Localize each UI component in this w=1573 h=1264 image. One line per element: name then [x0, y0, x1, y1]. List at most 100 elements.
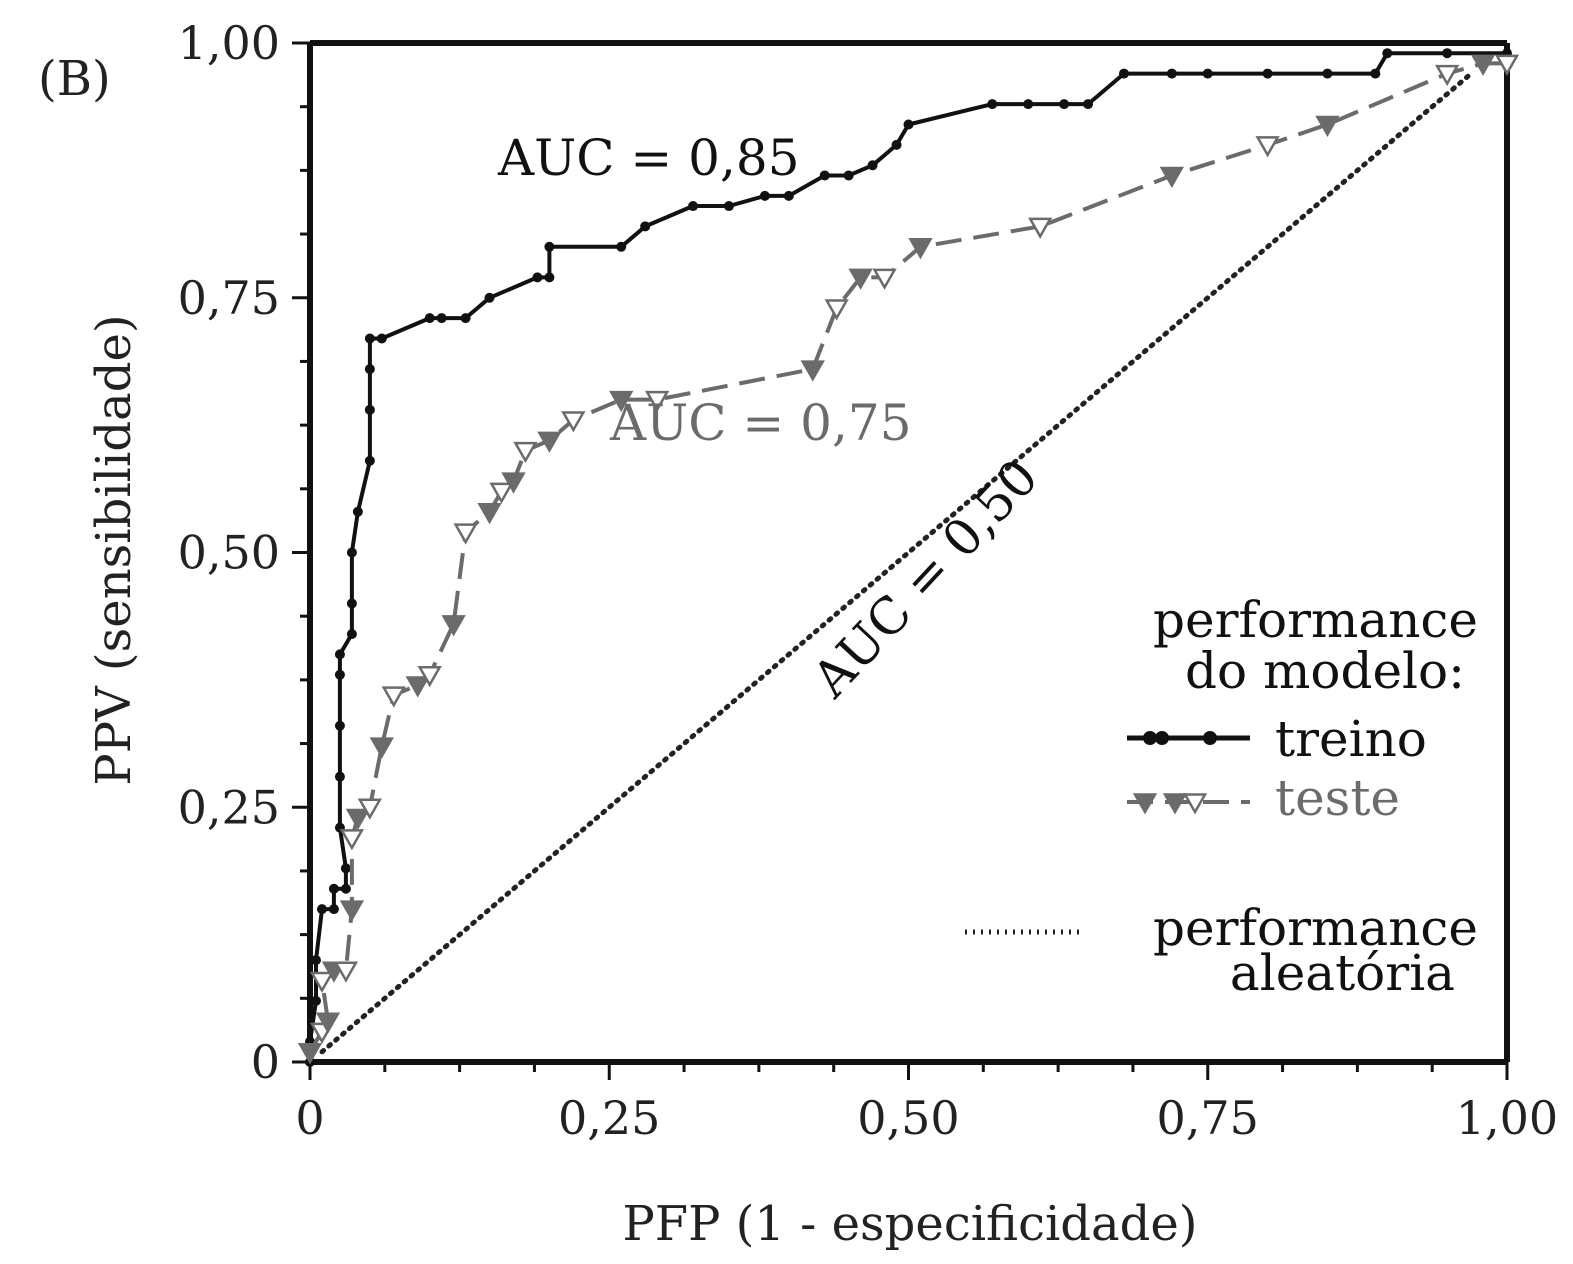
- x-tick-label: 0,50: [857, 1091, 959, 1145]
- data-point-treino: [1442, 48, 1453, 59]
- data-point-teste: [561, 411, 586, 433]
- data-point-treino: [334, 720, 345, 731]
- data-point-teste: [1470, 54, 1496, 76]
- x-tick-label: 0,25: [558, 1091, 660, 1145]
- data-point-teste: [417, 666, 442, 688]
- y-tick-label: 0: [251, 1035, 280, 1089]
- y-tick-label: 0,25: [178, 780, 280, 834]
- data-point-teste: [477, 502, 502, 525]
- y-tick-label: 0,50: [178, 526, 280, 580]
- data-point-treino: [759, 190, 770, 201]
- data-point-treino: [310, 995, 321, 1006]
- data-point-treino: [1382, 48, 1393, 59]
- data-point-treino: [334, 649, 345, 660]
- data-point-treino: [1083, 99, 1094, 110]
- data-point-teste: [339, 829, 365, 851]
- data-point-treino: [640, 221, 651, 232]
- data-point-treino: [544, 241, 555, 252]
- data-point-teste: [1255, 136, 1280, 158]
- data-point-treino: [1023, 99, 1034, 110]
- data-point-treino: [346, 629, 357, 640]
- auc-label-teste: AUC = 0,75: [609, 394, 912, 452]
- data-point-treino: [1166, 68, 1177, 79]
- data-point-treino: [334, 669, 345, 680]
- data-point-teste: [644, 390, 670, 413]
- data-point-treino: [460, 313, 471, 324]
- data-point-teste: [333, 961, 359, 983]
- data-point-treino: [334, 771, 345, 782]
- data-point-teste: [609, 390, 634, 413]
- data-point-treino: [867, 160, 878, 171]
- legend-marker-treino: [1155, 731, 1169, 745]
- legend-label-teste: teste: [1275, 769, 1400, 827]
- data-point-teste: [405, 676, 430, 698]
- data-point-treino: [843, 170, 854, 181]
- data-point-treino: [364, 364, 375, 375]
- data-point-teste: [501, 472, 526, 494]
- data-point-treino: [1370, 68, 1381, 79]
- data-point-teste: [441, 615, 466, 637]
- data-point-teste: [1028, 217, 1053, 239]
- data-point-treino: [340, 863, 351, 874]
- data-point-treino: [436, 313, 447, 324]
- data-point-treino: [424, 313, 435, 324]
- axis-ticks: 0 0,25 0,50 0,75 1,00 0 0,25 0,50 0,75 1,00: [178, 16, 1559, 1145]
- data-point-teste: [315, 1012, 341, 1034]
- data-point-treino: [532, 272, 543, 283]
- data-point-teste: [1159, 166, 1184, 188]
- data-point-treino: [310, 955, 321, 966]
- x-tick-label: 1,00: [1456, 1091, 1558, 1145]
- legend-title-line-2: do modelo:: [1185, 642, 1465, 700]
- data-point-treino: [376, 333, 387, 344]
- data-point-treino: [819, 170, 830, 181]
- data-point-treino: [316, 904, 327, 915]
- legend-marker-treino: [1143, 731, 1157, 745]
- data-point-treino: [364, 333, 375, 344]
- data-point-treino: [352, 506, 363, 517]
- data-point-treino: [484, 292, 495, 303]
- auc-label-treino: AUC = 0,85: [497, 129, 800, 187]
- data-point-treino: [1202, 68, 1213, 79]
- data-point-treino: [328, 883, 339, 894]
- data-point-treino: [891, 139, 902, 150]
- data-point-teste: [1315, 115, 1340, 138]
- data-point-teste: [824, 299, 849, 321]
- data-point-teste: [908, 238, 933, 260]
- data-point-treino: [1059, 99, 1070, 110]
- data-point-teste: [537, 431, 562, 453]
- legend-reference-line-2: aleatória: [1230, 944, 1455, 1002]
- x-tick-label: 0: [295, 1091, 324, 1145]
- x-axis-title: PFP (1 - especificidade): [622, 1196, 1197, 1252]
- auc-label-reference: AUC = 0,50: [801, 448, 1050, 709]
- series-line-reference: [319, 71, 1474, 1055]
- data-point-treino: [1118, 68, 1129, 79]
- series-line-treino: [308, 51, 1507, 1062]
- data-point-teste: [513, 441, 538, 464]
- data-point-teste: [872, 268, 897, 290]
- legend-title-line-1: performance: [1153, 591, 1478, 649]
- legend-marker-teste: [1162, 793, 1188, 815]
- data-point-treino: [987, 99, 998, 110]
- legend-sample-treino: [1127, 731, 1250, 745]
- data-point-teste: [339, 900, 365, 922]
- series-teste: [297, 54, 1520, 1065]
- reference-diagonal: [319, 71, 1474, 1055]
- data-point-treino: [364, 455, 375, 466]
- data-point-treino: [544, 272, 555, 283]
- data-point-treino: [364, 404, 375, 415]
- data-point-treino: [328, 904, 339, 915]
- data-point-teste: [1434, 64, 1460, 87]
- data-point-treino: [346, 547, 357, 558]
- data-point-teste: [800, 360, 825, 382]
- data-point-teste: [357, 798, 383, 820]
- data-point-treino: [688, 201, 699, 212]
- legend-marker-teste: [1132, 793, 1158, 815]
- series-treino: [305, 48, 1512, 1067]
- data-point-treino: [723, 201, 734, 212]
- series-reference: [319, 71, 1474, 1055]
- series-layer: [297, 48, 1520, 1067]
- data-point-teste: [848, 268, 873, 290]
- data-point-treino: [1322, 68, 1333, 79]
- panel-label: (B): [38, 51, 111, 107]
